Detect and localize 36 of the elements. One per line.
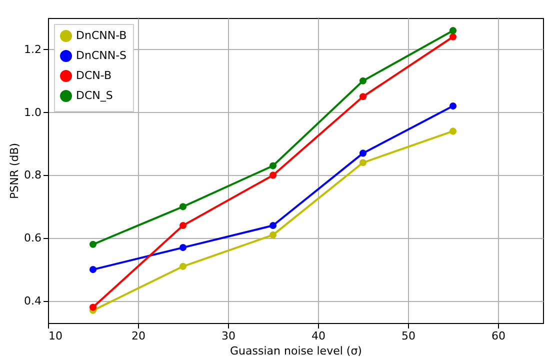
point bbox=[89, 266, 97, 274]
legend-label: DnCNN-S bbox=[76, 49, 127, 62]
x-tick-label: 30 bbox=[222, 330, 236, 342]
point bbox=[179, 262, 187, 270]
point bbox=[89, 240, 97, 248]
point bbox=[359, 77, 367, 84]
x-axis-title: Guassian noise level (σ) bbox=[230, 344, 362, 358]
point bbox=[449, 33, 457, 40]
y-tick-label: 0.8 bbox=[24, 168, 42, 182]
y-tick-label: 0.6 bbox=[24, 232, 42, 245]
y-axis-title: PSNR (dB) bbox=[8, 142, 22, 200]
legend-label: DCN-B bbox=[76, 69, 112, 82]
point bbox=[179, 244, 187, 252]
point bbox=[269, 231, 277, 238]
legend-label: DnCNN-B bbox=[76, 29, 127, 42]
x-tick-label: 40 bbox=[312, 330, 326, 342]
point bbox=[449, 27, 457, 34]
y-tick-label: 0.4 bbox=[24, 294, 42, 308]
x-tick-label: 60 bbox=[492, 330, 506, 342]
x-tick-label: 50 bbox=[402, 330, 416, 342]
x-tick-label: 10 bbox=[48, 330, 62, 342]
y-tick-label: 1.2 bbox=[24, 42, 42, 56]
point bbox=[269, 222, 277, 230]
point bbox=[449, 102, 457, 110]
x-tick-label: 20 bbox=[132, 330, 146, 342]
point bbox=[89, 304, 97, 311]
y-tick-label: 1.0 bbox=[24, 106, 42, 119]
point bbox=[269, 172, 277, 179]
point bbox=[449, 128, 457, 135]
point bbox=[359, 159, 367, 166]
point bbox=[179, 222, 187, 230]
point bbox=[359, 150, 367, 157]
legend-label: DCN_S bbox=[76, 89, 113, 102]
point bbox=[269, 162, 277, 170]
point bbox=[179, 203, 187, 210]
point bbox=[359, 93, 367, 100]
